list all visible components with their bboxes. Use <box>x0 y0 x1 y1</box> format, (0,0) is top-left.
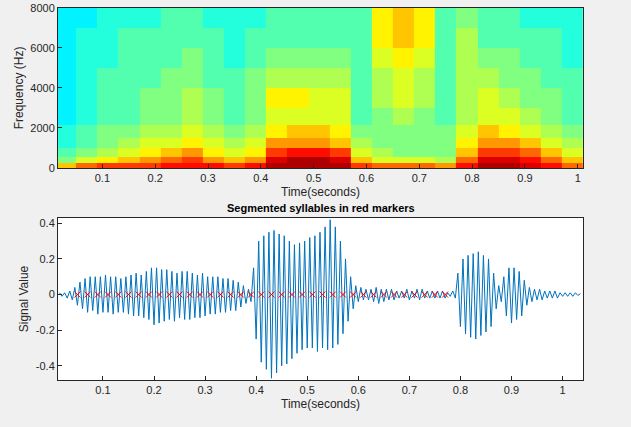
svg-text:-0.2: -0.2 <box>36 324 55 336</box>
svg-text:Time(seconds): Time(seconds) <box>281 185 360 199</box>
svg-text:0.4: 0.4 <box>253 172 268 184</box>
svg-text:0.2: 0.2 <box>146 384 161 396</box>
svg-text:1: 1 <box>560 384 566 396</box>
svg-text:4000: 4000 <box>30 82 54 94</box>
svg-text:0.7: 0.7 <box>402 384 417 396</box>
svg-text:0.6: 0.6 <box>351 384 366 396</box>
svg-text:Signal Value: Signal Value <box>17 265 31 332</box>
svg-text:Frequency (Hz): Frequency (Hz) <box>12 47 26 130</box>
svg-text:0.1: 0.1 <box>95 384 110 396</box>
svg-text:-0.4: -0.4 <box>36 360 55 372</box>
svg-text:0.9: 0.9 <box>504 384 519 396</box>
svg-text:2000: 2000 <box>30 122 54 134</box>
svg-text:Time(seconds): Time(seconds) <box>281 397 360 411</box>
svg-text:0.8: 0.8 <box>453 384 468 396</box>
svg-text:0.5: 0.5 <box>306 172 321 184</box>
svg-text:0.9: 0.9 <box>517 172 532 184</box>
svg-text:0.3: 0.3 <box>200 172 215 184</box>
svg-text:Segmented syllables in red mar: Segmented syllables in red markers <box>227 202 415 214</box>
svg-text:0.1: 0.1 <box>95 172 110 184</box>
svg-text:0.4: 0.4 <box>40 217 55 229</box>
svg-text:0: 0 <box>49 162 55 174</box>
svg-text:0.2: 0.2 <box>40 253 55 265</box>
svg-text:0.5: 0.5 <box>300 384 315 396</box>
svg-text:0.6: 0.6 <box>359 172 374 184</box>
svg-text:0.8: 0.8 <box>464 172 479 184</box>
svg-text:0.7: 0.7 <box>412 172 427 184</box>
svg-text:0.2: 0.2 <box>148 172 163 184</box>
svg-text:6000: 6000 <box>30 42 54 54</box>
svg-text:0.3: 0.3 <box>197 384 212 396</box>
svg-text:0.4: 0.4 <box>249 384 264 396</box>
svg-text:0: 0 <box>49 288 55 300</box>
svg-text:1: 1 <box>575 172 581 184</box>
svg-text:8000: 8000 <box>30 2 54 14</box>
